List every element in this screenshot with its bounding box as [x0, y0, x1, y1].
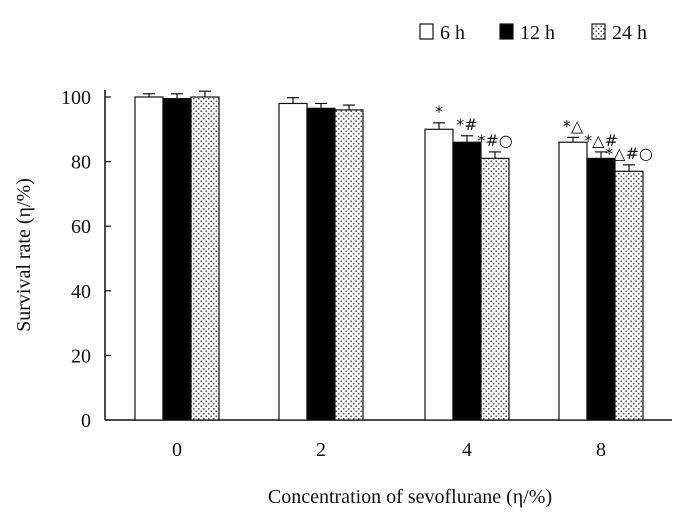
significance-marker: *△#○ [605, 144, 653, 163]
significance-marker: *△ [563, 116, 584, 135]
bar [306, 107, 336, 421]
bar [586, 157, 616, 421]
legend-label: 24 h [612, 22, 647, 44]
y-tick-label: 40 [71, 281, 91, 303]
x-tick-label: 8 [596, 439, 606, 461]
legend-label: 12 h [520, 22, 555, 44]
significance-marker: *# [456, 115, 477, 134]
bar [162, 98, 192, 421]
bar [480, 157, 510, 421]
x-axis-title: Concentration of sevoflurane (η/%) [268, 486, 552, 508]
bar [558, 141, 588, 421]
legend-swatch [419, 23, 434, 40]
bar [452, 141, 482, 421]
y-axis-title: Survival rate (η/%) [13, 178, 35, 332]
y-tick-label: 20 [71, 345, 91, 367]
y-tick-label: 100 [61, 87, 91, 109]
legend-swatch [591, 23, 606, 40]
bar [278, 102, 308, 421]
significance-marker: *△# [584, 131, 618, 150]
y-tick-label: 0 [81, 410, 91, 432]
bar [134, 96, 164, 421]
bar [424, 128, 454, 421]
bar [614, 170, 644, 421]
legend-swatch [499, 23, 514, 40]
x-tick-label: 0 [172, 439, 182, 461]
y-tick-label: 80 [71, 152, 91, 174]
significance-marker: * [435, 102, 443, 121]
bar [190, 96, 220, 421]
x-tick-label: 4 [462, 439, 472, 461]
legend: 6 h 12 h 24 h [419, 22, 647, 44]
x-tick-label: 2 [316, 439, 326, 461]
legend-label: 6 h [440, 22, 465, 44]
significance-marker: *#○ [477, 131, 512, 150]
bar [334, 109, 364, 421]
y-tick-label: 60 [71, 216, 91, 238]
